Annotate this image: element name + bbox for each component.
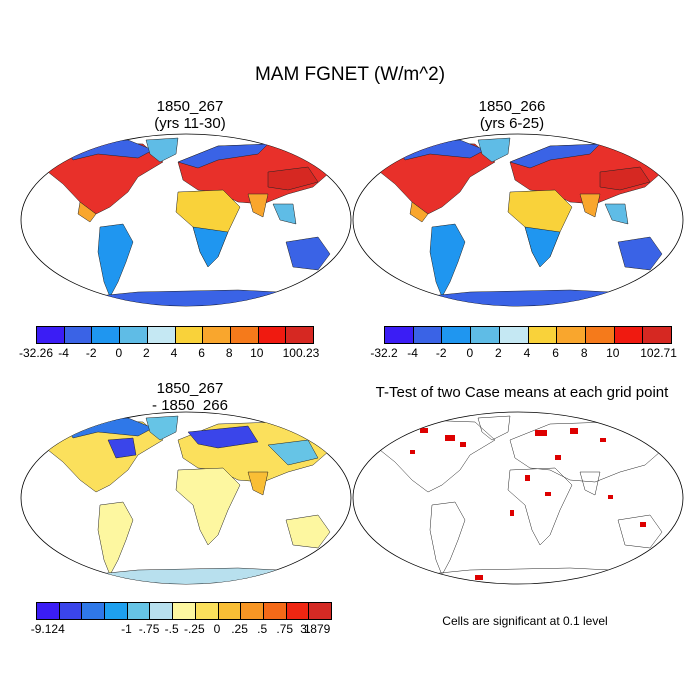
colorbar-swatch [258,327,287,343]
colorbar-tick-label: .5 [257,622,268,636]
colorbar-tick-label: 4 [170,346,178,360]
colorbar-tick-label: 8 [580,346,588,360]
panel-1-years: (yrs 11-30) [154,115,226,132]
colorbar-swatch [585,327,615,343]
colorbar-tick-label: 6 [198,346,205,360]
colorbar-panel-2 [384,326,672,344]
map-panel-2 [352,133,684,307]
colorbar-tick-label: -.75 [138,622,160,636]
colorbar-swatch [218,603,242,619]
map-panel-3 [20,411,352,585]
colorbar-swatch [241,603,264,619]
colorbar-tick-label: 0 [115,346,123,360]
colorbar-tick-label: 10 [606,346,620,360]
colorbar-swatch [557,327,586,343]
colorbar-tick-label: -2 [435,346,447,360]
panel-1-case-name: 1850_267 [156,98,224,115]
ttest-significance-note: Cells are significant at 0.1 level [442,614,608,628]
colorbar-tick-label: -9.124 [30,622,65,636]
panel-2-title: 1850_266 (yrs 6-25) [352,98,672,132]
panel-4-title: T-Test of two Case means at each grid po… [375,384,669,401]
colorbar-tick-label: 6 [552,346,559,360]
panel-2-case-name: 1850_266 [478,98,546,115]
colorbar-tick-label: 4 [523,346,531,360]
colorbar-swatch [175,327,204,343]
colorbar-swatch [499,327,529,343]
colorbar-tick-label: 0 [466,346,474,360]
colorbar-tick-label: -.5 [164,622,179,636]
colorbar-tick-label: .25 [231,622,248,636]
panel-3-title: 1850_267 - 1850_266 [30,380,350,414]
colorbar-tick-label: -2 [85,346,97,360]
colorbar-swatch [37,327,65,343]
figure-title: MAM FGNET (W/m^2) [254,64,446,85]
colorbar-tick-label: 2 [495,346,502,360]
colorbar-tick-label: -4 [407,346,418,360]
colorbar-swatch [59,603,83,619]
colorbar-swatch [120,327,148,343]
colorbar-panel-1 [36,326,314,344]
colorbar-tick-label: -.25 [183,622,205,636]
colorbar-panel-3 [36,602,332,620]
colorbar-swatch [413,327,443,343]
colorbar-tick-label: -4 [58,346,69,360]
colorbar-swatch [614,327,644,343]
colorbar-swatch [147,327,176,343]
colorbar-swatch [286,327,314,343]
colorbar-tick-label: -32.26 [18,346,54,360]
colorbar-panel-3-labels: -9.124 -1 -.75 -.5 -.25 0 .25 .5 .75 1 3.879 [31,622,331,636]
colorbar-tick-label: 102.71 [640,346,677,360]
colorbar-tick-label: 8 [225,346,233,360]
colorbar-tick-label: 10 [250,346,264,360]
colorbar-tick-label: 1 [304,622,311,636]
colorbar-tick-label: 3.879 [300,622,331,636]
colorbar-swatch [64,327,93,343]
colorbar-swatch [643,327,672,343]
panel-3-diff-label: - 1850_266 [152,397,228,414]
map-panel-4 [352,411,684,585]
colorbar-swatch [528,327,558,343]
colorbar-tick-label: 100.23 [282,346,320,360]
panel-1-title: 1850_267 (yrs 11-30) [30,98,350,132]
colorbar-swatch [37,603,60,619]
colorbar-swatch [286,603,310,619]
colorbar-swatch [127,603,151,619]
colorbar-panel-1-labels: -32.26 -4 -2 0 2 4 6 8 10 100.23 [19,346,319,360]
panel-3-case-name: 1850_267 [156,380,224,397]
colorbar-tick-label: -1 [121,622,132,636]
colorbar-swatch [203,327,231,343]
colorbar-swatch [173,603,196,619]
colorbar-tick-label: 2 [143,346,150,360]
colorbar-tick-label: 0 [213,622,221,636]
colorbar-swatch [309,603,331,619]
colorbar-swatch [105,603,128,619]
colorbar-swatch [385,327,414,343]
colorbar-swatch [442,327,472,343]
colorbar-swatch [195,603,219,619]
colorbar-swatch [263,603,287,619]
colorbar-swatch [471,327,500,343]
panel-2-years: (yrs 6-25) [479,115,545,132]
colorbar-swatch [92,327,121,343]
colorbar-tick-label: .75 [276,622,294,636]
colorbar-swatch [230,327,259,343]
colorbar-swatch [150,603,174,619]
map-panel-1 [20,133,352,307]
colorbar-tick-label: -32.2 [370,346,398,360]
colorbar-swatch [82,603,106,619]
colorbar-panel-2-labels: -32.2 -4 -2 0 2 4 6 8 10 102.71 [370,346,677,360]
